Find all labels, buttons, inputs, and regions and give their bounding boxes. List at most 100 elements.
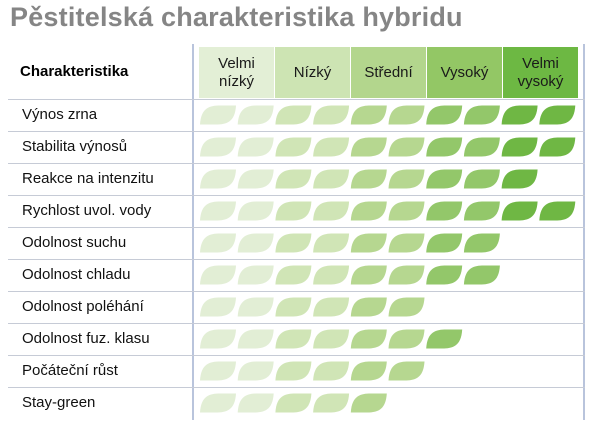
rating-leaf — [463, 137, 500, 157]
rating-leaf — [237, 169, 274, 189]
rating-leaf — [388, 169, 425, 189]
row-label: Odolnost chladu — [22, 266, 131, 283]
rating-leaf — [313, 265, 350, 285]
level-header-text: Vysoký — [440, 63, 489, 81]
rating-leaf — [200, 329, 236, 349]
rating-leaf — [200, 137, 236, 157]
row-separator — [8, 259, 585, 260]
page-title: Pěstitelská charakteristika hybridu — [10, 2, 463, 32]
rating-leaf — [350, 265, 387, 285]
row-label: Odolnost poléhání — [22, 298, 144, 315]
left-divider — [192, 44, 194, 420]
row-label: Odolnost suchu — [22, 234, 127, 251]
rating-leaf — [313, 329, 350, 349]
rating-leaf — [388, 137, 425, 157]
level-header-text: vysoký — [517, 72, 564, 90]
rating-leaf — [539, 137, 576, 157]
rating-leaf — [313, 297, 350, 317]
level-header-text: Nízký — [293, 63, 332, 81]
row-label: Odolnost fuz. klasu — [22, 330, 150, 347]
rating-leaf — [275, 265, 312, 285]
rating-leaf — [501, 201, 538, 221]
rating-leaf — [313, 233, 350, 253]
rating-leaf — [313, 105, 350, 125]
row-label: Stabilita výnosů — [22, 138, 128, 155]
rating-leaf — [388, 329, 425, 349]
rating-leaf — [237, 361, 274, 381]
rating-leaf — [200, 265, 236, 285]
row-separator — [8, 227, 585, 228]
row-separator — [8, 195, 585, 196]
rating-leaf — [275, 137, 312, 157]
rating-leaf — [200, 393, 236, 413]
level-header-3: Střední — [351, 47, 426, 98]
rating-leaf — [237, 201, 274, 221]
row-label: Počáteční růst — [22, 362, 118, 379]
rating-leaf — [275, 297, 312, 317]
rating-leaf — [313, 169, 350, 189]
rating-leaf — [350, 329, 387, 349]
rating-leaf — [313, 137, 350, 157]
rating-leaf — [350, 105, 387, 125]
level-header-text: Velmi — [522, 54, 559, 72]
level-header-text: Velmi — [218, 54, 255, 72]
rating-leaf — [539, 201, 576, 221]
rating-leaf — [463, 105, 500, 125]
rating-leaf — [388, 297, 425, 317]
rating-leaf — [275, 201, 312, 221]
rating-leaf — [501, 169, 538, 189]
rating-leaf — [350, 361, 387, 381]
rating-leaf — [237, 297, 274, 317]
rating-leaf — [426, 329, 463, 349]
rating-leaf — [275, 105, 312, 125]
rating-leaf — [463, 233, 500, 253]
rating-leaf — [313, 393, 350, 413]
rating-leaf — [388, 201, 425, 221]
rating-leaf — [275, 169, 312, 189]
rating-leaf — [237, 329, 274, 349]
row-separator — [8, 99, 585, 100]
rating-leaf — [200, 169, 236, 189]
rating-leaf — [237, 393, 274, 413]
row-separator — [8, 131, 585, 132]
level-header-text: nízký — [218, 72, 254, 90]
rating-leaf — [426, 137, 463, 157]
rating-leaf — [350, 169, 387, 189]
rating-leaf — [275, 393, 312, 413]
rating-leaf — [275, 361, 312, 381]
row-separator — [8, 387, 585, 388]
rating-leaf — [388, 105, 425, 125]
level-header-1: Velmi nízký — [199, 47, 274, 98]
level-header-5: Velmi vysoký — [503, 47, 578, 98]
row-separator — [8, 291, 585, 292]
column-header-characteristic: Charakteristika — [20, 63, 129, 80]
rating-leaf — [426, 201, 463, 221]
rating-leaf — [388, 233, 425, 253]
rating-leaf — [237, 265, 274, 285]
rating-leaf — [426, 169, 463, 189]
row-label: Rychlost uvol. vody — [22, 202, 152, 219]
rating-leaf — [463, 169, 500, 189]
level-header-text: Střední — [364, 63, 413, 81]
rating-leaf — [426, 233, 463, 253]
rating-leaf — [539, 105, 576, 125]
row-separator — [8, 323, 585, 324]
rating-leaf — [426, 105, 463, 125]
row-label: Stay-green — [22, 394, 96, 411]
right-divider — [583, 44, 585, 420]
rating-leaf — [275, 233, 312, 253]
level-header-4: Vysoký — [427, 47, 502, 98]
rating-leaf — [237, 105, 274, 125]
rating-leaf — [350, 201, 387, 221]
row-label: Reakce na intenzitu — [22, 170, 154, 187]
level-header-2: Nízký — [275, 47, 350, 98]
rating-leaf — [200, 105, 236, 125]
rating-leaf — [200, 201, 236, 221]
rating-leaf — [501, 137, 538, 157]
rating-leaf — [200, 297, 236, 317]
rating-leaf — [463, 265, 500, 285]
rating-leaf — [388, 265, 425, 285]
rating-leaf — [200, 233, 236, 253]
rating-leaf — [501, 105, 538, 125]
